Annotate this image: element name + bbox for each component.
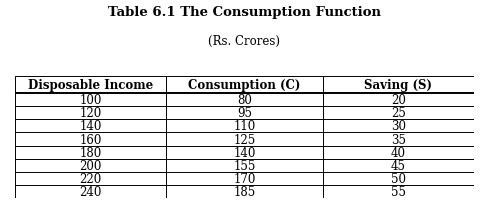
Text: 110: 110 bbox=[233, 120, 255, 133]
Text: 80: 80 bbox=[237, 94, 251, 107]
Text: 20: 20 bbox=[390, 94, 405, 107]
Text: 160: 160 bbox=[79, 133, 102, 146]
Text: 100: 100 bbox=[79, 94, 102, 107]
Text: 50: 50 bbox=[390, 172, 405, 185]
Text: 140: 140 bbox=[233, 146, 255, 159]
Text: 55: 55 bbox=[390, 185, 405, 198]
Text: 220: 220 bbox=[79, 172, 102, 185]
Text: 200: 200 bbox=[79, 159, 102, 172]
Text: 30: 30 bbox=[390, 120, 405, 133]
Text: 120: 120 bbox=[79, 107, 102, 120]
Text: 140: 140 bbox=[79, 120, 102, 133]
Text: (Rs. Crores): (Rs. Crores) bbox=[208, 34, 280, 47]
Text: 25: 25 bbox=[390, 107, 405, 120]
Text: 170: 170 bbox=[233, 172, 255, 185]
Text: 185: 185 bbox=[233, 185, 255, 198]
Text: Table 6.1 The Consumption Function: Table 6.1 The Consumption Function bbox=[108, 6, 380, 19]
Text: 40: 40 bbox=[390, 146, 405, 159]
Text: 240: 240 bbox=[79, 185, 102, 198]
Text: 35: 35 bbox=[390, 133, 405, 146]
Text: Disposable Income: Disposable Income bbox=[28, 79, 153, 92]
Text: Consumption (C): Consumption (C) bbox=[188, 79, 300, 92]
Text: 155: 155 bbox=[233, 159, 255, 172]
Text: 95: 95 bbox=[237, 107, 251, 120]
Text: 45: 45 bbox=[390, 159, 405, 172]
Text: 180: 180 bbox=[79, 146, 102, 159]
Text: 125: 125 bbox=[233, 133, 255, 146]
Text: Saving (S): Saving (S) bbox=[364, 79, 431, 92]
